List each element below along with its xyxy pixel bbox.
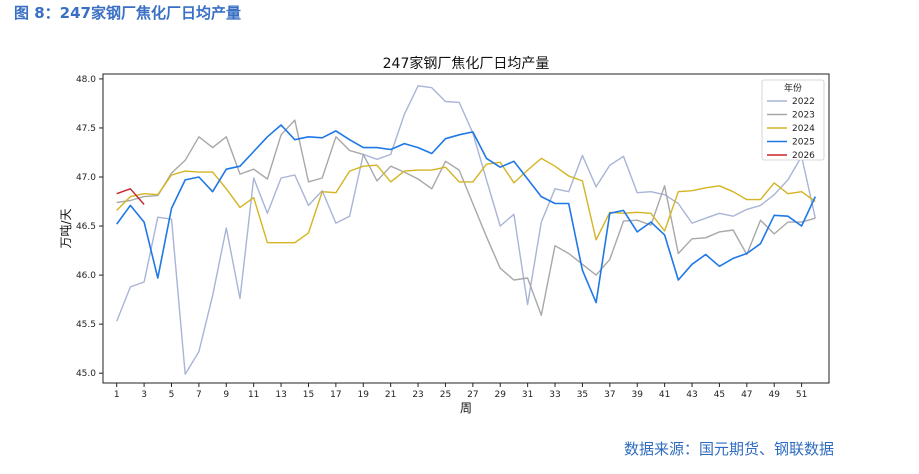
- legend-label-2026: 2026: [792, 151, 815, 161]
- y-tick-label: 48.0: [76, 75, 96, 85]
- x-tick-label: 11: [248, 390, 259, 400]
- figure-title: 图 8：247家钢厂焦化厂日均产量: [14, 4, 241, 22]
- x-tick-label: 43: [686, 390, 697, 400]
- legend-title: 年份: [784, 82, 802, 94]
- x-tick-label: 23: [412, 390, 423, 400]
- x-tick-label: 39: [631, 390, 643, 400]
- plot-area: [102, 73, 830, 384]
- chart-title: 247家钢厂焦化厂日均产量: [383, 55, 550, 72]
- x-tick-label: 1: [114, 390, 120, 400]
- series-line-2022: [116, 85, 816, 375]
- x-tick-label: 9: [223, 390, 229, 400]
- x-tick-label: 33: [549, 390, 560, 400]
- x-tick-label: 51: [796, 390, 807, 400]
- x-tick-label: 47: [741, 390, 752, 400]
- x-tick-label: 27: [467, 390, 478, 400]
- y-tick-label: 46.0: [76, 271, 96, 281]
- y-tick-label: 46.5: [76, 222, 96, 232]
- x-tick-label: 41: [659, 390, 670, 400]
- series-line-2023: [116, 119, 816, 316]
- legend-label-2024: 2024: [792, 124, 815, 134]
- series-line-2026: [116, 188, 145, 205]
- x-tick-label: 49: [768, 390, 780, 400]
- series-line-2025: [116, 124, 817, 304]
- x-tick-label: 7: [196, 390, 202, 400]
- x-tick-label: 37: [604, 390, 615, 400]
- x-tick-label: 3: [141, 390, 147, 400]
- legend-label-2023: 2023: [792, 111, 815, 121]
- x-tick-label: 31: [522, 390, 533, 400]
- x-tick-label: 19: [358, 390, 370, 400]
- y-axis-label: 万吨/天: [59, 208, 73, 248]
- y-tick-label: 47.5: [76, 124, 96, 134]
- y-axis: 45.0 45.5 46.0 46.5 47.0 47.5 48.0: [76, 75, 103, 379]
- series-lines: [116, 85, 817, 375]
- x-tick-label: 15: [303, 390, 314, 400]
- y-tick-label: 45.0: [76, 369, 96, 379]
- x-tick-label: 25: [440, 390, 451, 400]
- series-line-2024: [116, 157, 816, 244]
- legend-box: [761, 79, 825, 161]
- x-tick-label: 29: [495, 390, 507, 400]
- x-tick-label: 17: [330, 390, 341, 400]
- x-tick-label: 5: [169, 390, 175, 400]
- y-tick-label: 45.5: [76, 320, 96, 330]
- x-tick-label: 35: [577, 390, 588, 400]
- y-tick-label: 47.0: [76, 173, 96, 183]
- x-tick-label: 21: [385, 390, 396, 400]
- legend: 年份 2022 2023 2024 2025 2026: [761, 79, 825, 161]
- x-tick-label: 13: [275, 390, 286, 400]
- x-axis: 1 3 5 7 9 11 13 15 17 19 21 23 25 27 29 31 33 35 37 39 41 43 4…: [114, 383, 807, 400]
- legend-label-2025: 2025: [792, 138, 815, 148]
- x-axis-label: 周: [460, 401, 472, 415]
- x-tick-label: 45: [714, 390, 725, 400]
- legend-label-2022: 2022: [792, 97, 815, 107]
- source-note: 数据来源：国元期货、钢联数据: [624, 440, 835, 458]
